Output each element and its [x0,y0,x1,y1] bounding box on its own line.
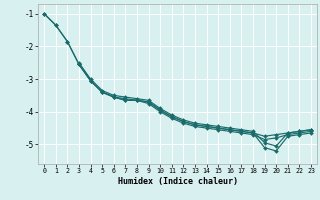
X-axis label: Humidex (Indice chaleur): Humidex (Indice chaleur) [118,177,238,186]
